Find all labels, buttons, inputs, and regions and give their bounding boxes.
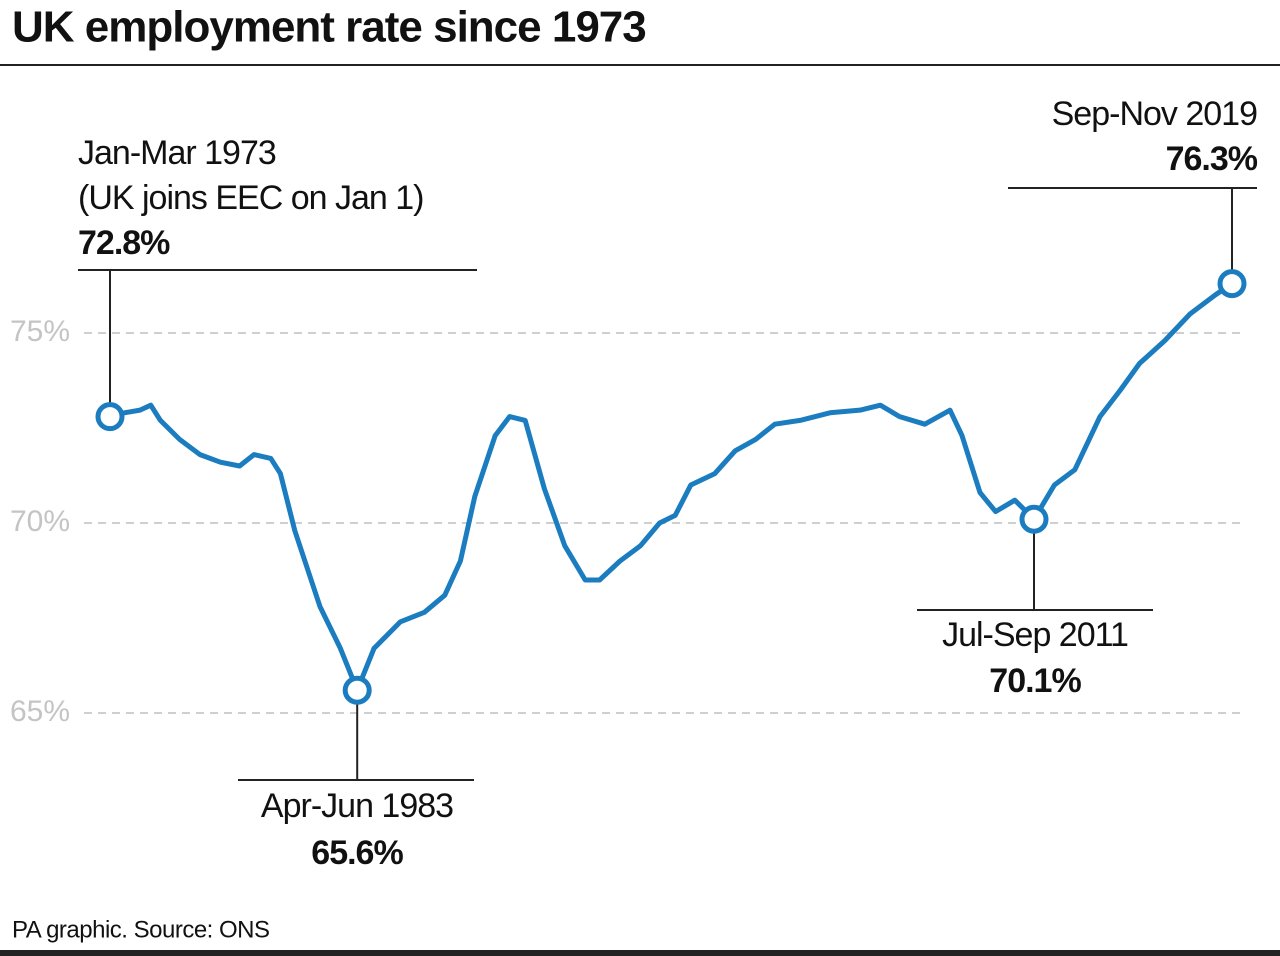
annotation-label: Jan-Mar 1973: [78, 134, 276, 172]
y-tick-label: 75%: [10, 315, 70, 348]
annotation-label: Sep-Nov 2019: [1052, 95, 1257, 133]
annotation-marker: [1217, 269, 1247, 299]
annotation-marker: [342, 675, 372, 705]
annotation-marker: [95, 402, 125, 432]
annotation-label: Apr-Jun 1983: [261, 787, 453, 825]
chart-title: UK employment rate since 1973: [12, 3, 646, 52]
annotation-marker: [1019, 504, 1049, 534]
annotation-value-label: 72.8%: [78, 224, 170, 262]
line-series: [109, 281, 1234, 693]
annotation-value-label: 65.6%: [311, 834, 403, 872]
annotation-value-label: 76.3%: [1166, 140, 1258, 178]
source: PA graphic. Source: ONS: [12, 916, 270, 943]
annotation-note: (UK joins EEC on Jan 1): [78, 179, 424, 217]
annotation-label: Jul-Sep 2011: [942, 616, 1128, 654]
y-tick-label: 70%: [10, 505, 70, 538]
y-tick-label: 65%: [10, 695, 70, 728]
annotation-value-label: 70.1%: [989, 662, 1081, 700]
